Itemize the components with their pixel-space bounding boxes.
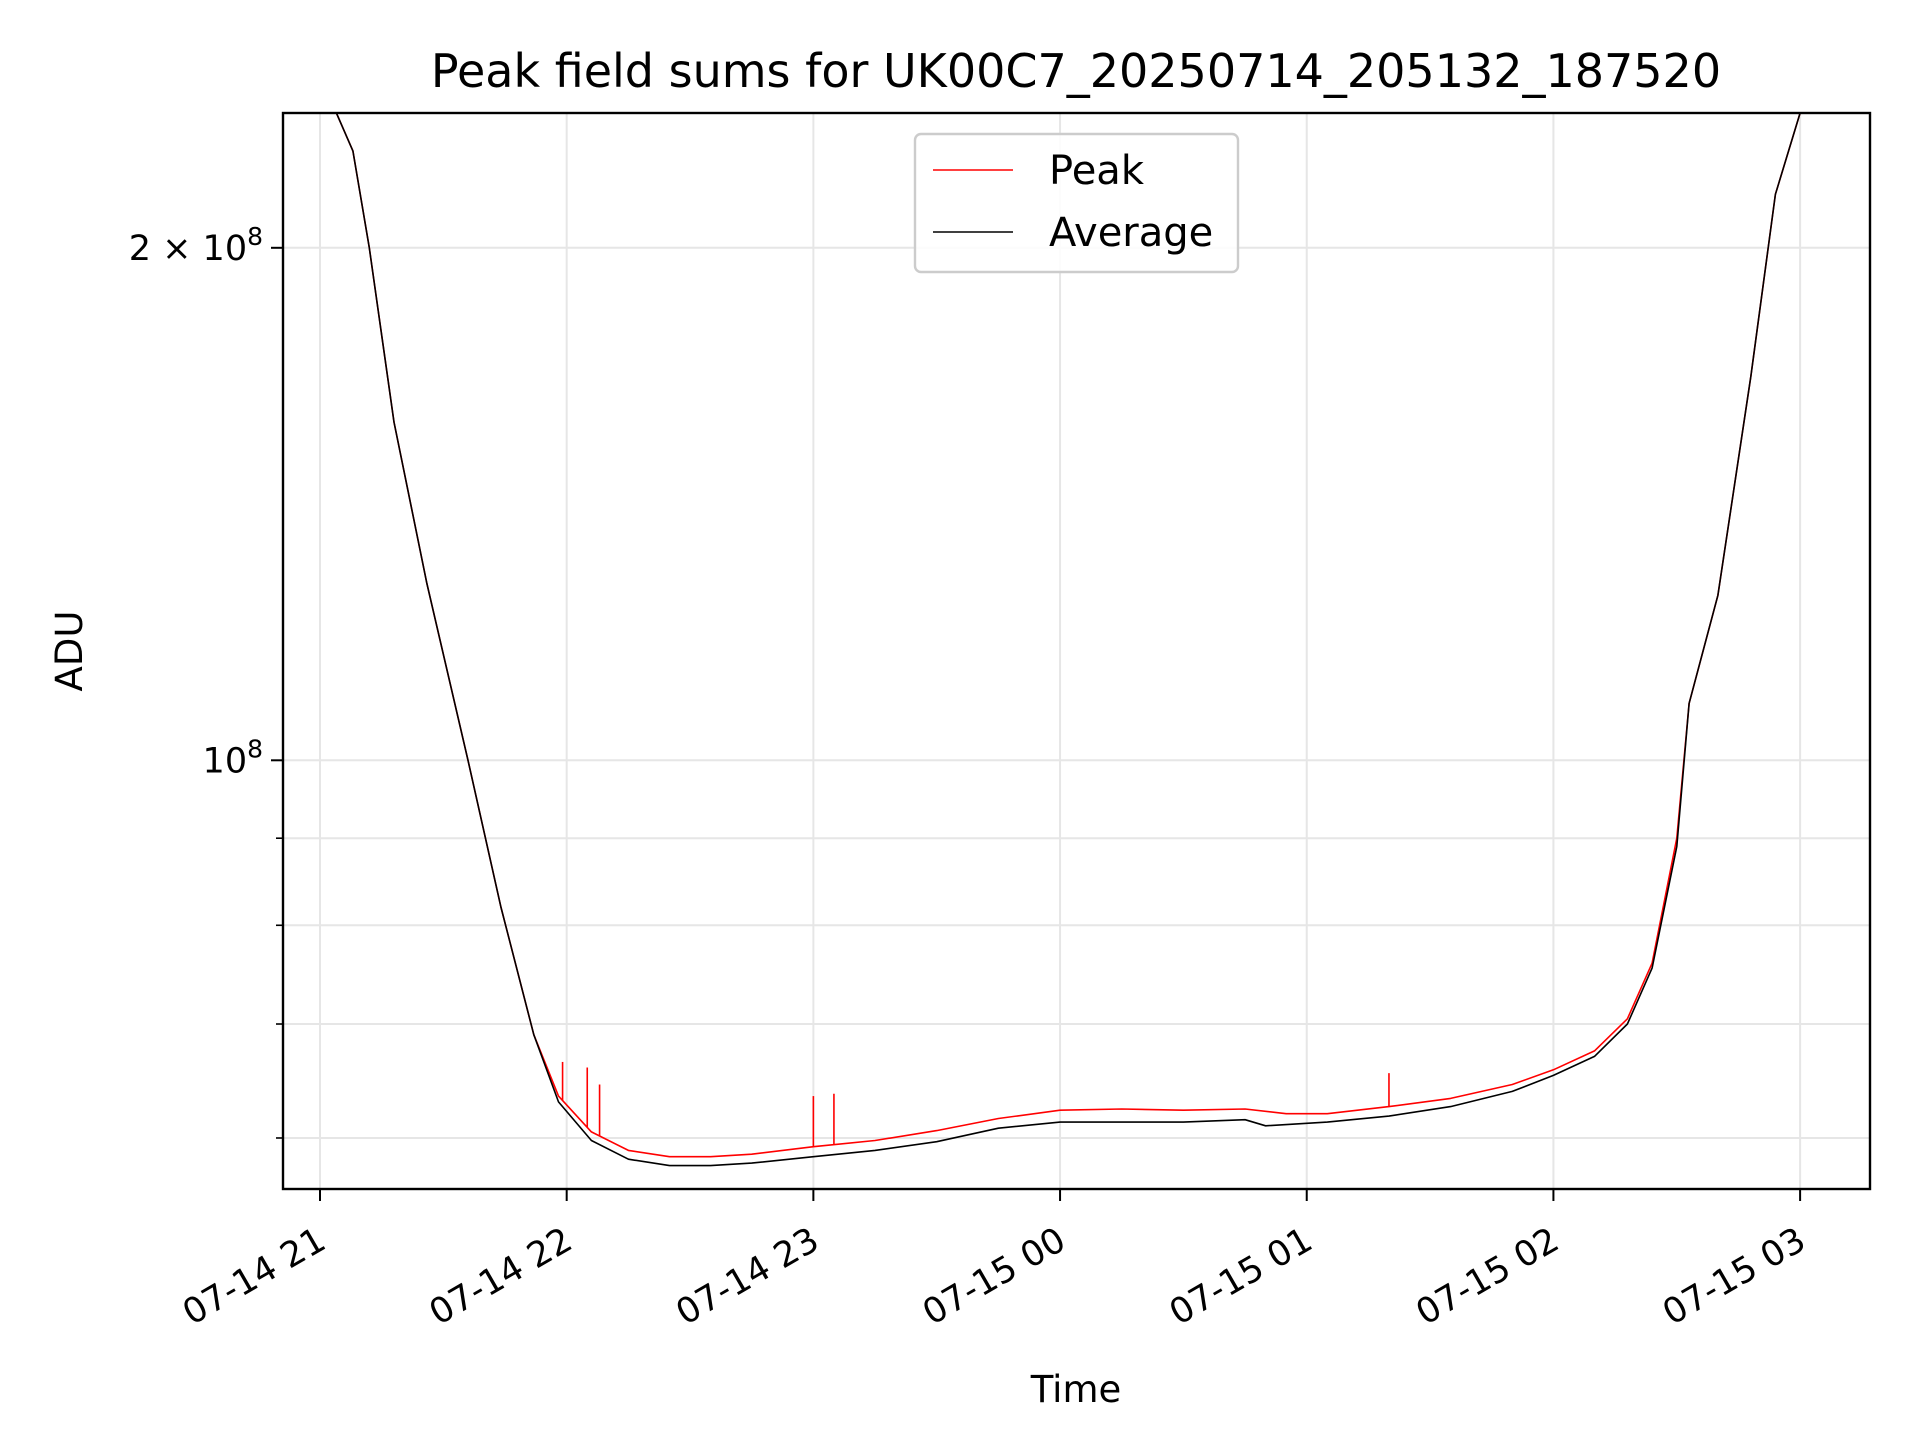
x-tick-label: 07-15 02 [1410, 1220, 1566, 1333]
legend-label-average: Average [1049, 210, 1213, 256]
grid [283, 113, 1870, 1189]
legend-label-peak: Peak [1049, 148, 1145, 194]
x-tick-label: 07-15 00 [916, 1220, 1072, 1333]
legend-box [913, 132, 1240, 274]
plot-frame [281, 111, 1872, 1191]
chart-title: Peak field sums for UK00C7_20250714_2051… [431, 44, 1721, 98]
x-tick-label: 07-14 23 [670, 1220, 826, 1333]
y-axis-label: ADU [48, 611, 91, 692]
series-line-average [283, 113, 1870, 1167]
series-lines [283, 113, 1870, 1167]
x-tick-label: 07-15 01 [1163, 1220, 1319, 1333]
legend: Peak Average [913, 132, 1240, 274]
y-tick-label: 2 × 108 [129, 222, 263, 269]
x-tick-label: 07-14 22 [423, 1220, 579, 1333]
x-axis-label: Time [1030, 1368, 1122, 1411]
x-tick-label: 07-14 21 [176, 1220, 332, 1333]
y-tick-label: 108 [203, 734, 263, 781]
x-tick-label: 07-15 03 [1656, 1220, 1812, 1333]
axis-ticks: 07-14 21 07-14 22 07-14 23 07-15 00 07-15 01… [129, 222, 1813, 1334]
